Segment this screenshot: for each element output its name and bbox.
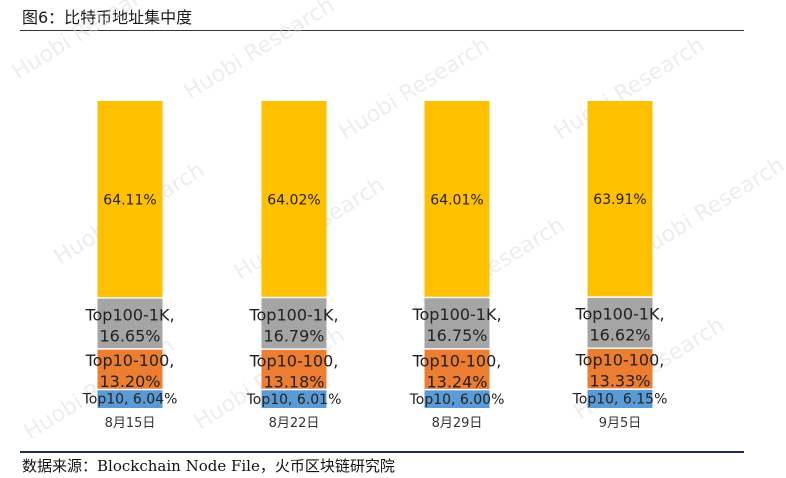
- data-label: Top10, 6.01%: [246, 392, 342, 408]
- bar-segment: [587, 297, 653, 349]
- label-layer: Top10, 6.04% Top10-100, 13.20% Top100-1K, 16…: [82, 192, 668, 408]
- source-note: 数据来源：Blockchain Node File，火币区块链研究院: [22, 457, 395, 475]
- bar-segment: [587, 348, 653, 390]
- bar-segment: [587, 389, 653, 408]
- data-label: Top100-1K,: [248, 305, 338, 324]
- data-label: 13.20%: [99, 372, 160, 391]
- data-label: 16.62%: [589, 326, 650, 345]
- data-label: 13.24%: [426, 372, 487, 391]
- bar-segment: [97, 297, 163, 349]
- watermark-text: Huobi Research: [630, 153, 786, 265]
- bar-segment: [97, 348, 163, 390]
- title-rule: [20, 30, 744, 31]
- bar-layer: [97, 100, 653, 408]
- data-label: 16.79%: [263, 326, 324, 345]
- bar-segment: [424, 389, 490, 408]
- bar-segment: [424, 297, 490, 349]
- data-label: Top10-100,: [575, 351, 665, 370]
- data-label: Top10, 6.15%: [572, 392, 668, 408]
- data-label: 16.75%: [426, 326, 487, 345]
- data-label: 13.33%: [589, 372, 650, 391]
- data-label: Top10, 6.04%: [82, 392, 178, 408]
- bar-segment: [587, 100, 653, 298]
- x-tick-label: 8月15日: [105, 416, 156, 431]
- data-label: 64.01%: [430, 192, 483, 208]
- bar-segment: [261, 101, 327, 298]
- data-label: Top10-100,: [85, 351, 175, 370]
- source-rule: [20, 451, 744, 453]
- watermark-text: Huobi Research: [180, 0, 339, 105]
- watermark-text: Huobi Research: [8, 0, 167, 85]
- data-label: 64.11%: [103, 192, 156, 208]
- bar-segment: [424, 101, 490, 298]
- data-label: Top100-1K,: [84, 305, 174, 324]
- x-axis: 8月15日 8月22日 8月29日 9月5日: [105, 416, 642, 431]
- bar-segment: [97, 101, 163, 298]
- data-label: Top10-100,: [249, 351, 339, 370]
- data-label: 16.65%: [99, 326, 160, 345]
- data-label: 63.91%: [593, 192, 646, 208]
- bar-segment: [97, 389, 163, 408]
- bar-segment: [261, 389, 327, 408]
- data-label: Top10-100,: [412, 351, 502, 370]
- x-tick-label: 8月22日: [269, 416, 320, 431]
- figure-title: 图6：比特币地址集中度: [22, 8, 193, 27]
- bar-segment: [424, 348, 490, 390]
- data-label: 64.02%: [267, 192, 320, 208]
- data-label: Top10, 6.00%: [409, 392, 505, 408]
- data-label: Top100-1K,: [411, 305, 501, 324]
- bar-segment: [261, 297, 327, 350]
- x-tick-label: 9月5日: [599, 416, 642, 431]
- x-tick-label: 8月29日: [432, 416, 483, 431]
- bar-segment: [261, 349, 327, 390]
- data-label: 13.18%: [263, 372, 324, 391]
- data-label: Top100-1K,: [574, 305, 664, 324]
